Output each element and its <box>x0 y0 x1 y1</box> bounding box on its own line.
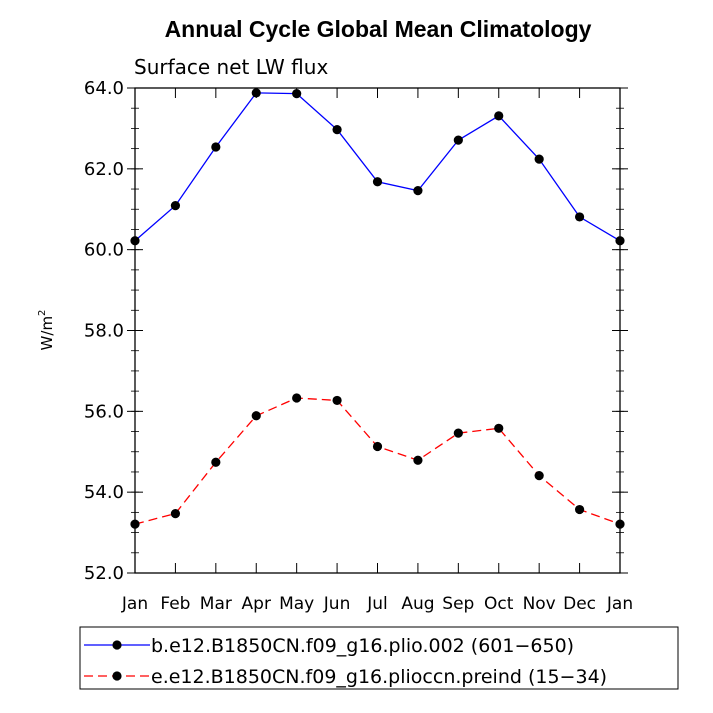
x-tick-label: Dec <box>563 594 596 614</box>
series-1-point <box>453 135 463 145</box>
y-tick-label: 52.0 <box>84 563 124 584</box>
y-axis-label-superscript: 2 <box>37 310 48 316</box>
y-tick-label: 56.0 <box>84 401 124 422</box>
series-1-point <box>170 201 181 211</box>
x-tick-label: Mar <box>200 594 232 614</box>
y-axis-label: W/m2 <box>37 310 56 351</box>
x-tick-label: Jan <box>606 594 633 614</box>
series-layer <box>130 88 625 529</box>
series-2-point <box>574 504 585 515</box>
series-1-point <box>372 177 383 187</box>
series-2-point <box>494 423 504 433</box>
x-tick-label: Oct <box>484 594 514 614</box>
legend-label-1: b.e12.B1850CN.f09_g16.plio.002 (601−650) <box>151 635 574 657</box>
series-2-point <box>170 508 181 519</box>
series-2-point <box>534 470 544 481</box>
x-tick-label: Sep <box>442 594 474 614</box>
y-tick-label: 60.0 <box>84 240 124 261</box>
y-tick-label: 58.0 <box>84 321 124 342</box>
x-tick-label: May <box>279 594 314 614</box>
x-tick-label: Jan <box>121 594 148 614</box>
series-1-point <box>615 236 625 246</box>
x-tick-label: Feb <box>160 594 190 614</box>
series-2-point <box>453 428 463 438</box>
y-tick-label: 64.0 <box>84 78 124 99</box>
series-1-point <box>494 111 504 121</box>
series-2-point <box>251 411 261 421</box>
legend-label-2: e.e12.B1850CN.f09_g16.plioccn.preind (15… <box>151 666 607 688</box>
series-line-2 <box>134 397 621 525</box>
series-1-point <box>130 236 140 246</box>
axis-ticks <box>127 87 628 574</box>
y-tick-label: 54.0 <box>84 482 124 503</box>
x-tick-label: Nov <box>523 594 556 614</box>
series-2-point <box>413 455 423 465</box>
x-tick-label: Jul <box>366 594 388 614</box>
legend-box <box>79 626 679 690</box>
legend: b.e12.B1850CN.f09_g16.plio.002 (601−650)… <box>84 635 607 688</box>
series-1-point <box>574 212 585 222</box>
chart-title: Annual Cycle Global Mean Climatology <box>165 16 592 42</box>
x-tick-labels: Jan Feb Mar Apr May Jun Jul Aug Sep Oct Nov Dec Jan <box>121 594 633 614</box>
plot-frame <box>134 87 621 574</box>
series-1-point <box>211 142 221 152</box>
y-tick-labels: 52.0 54.0 56.0 58.0 60.0 62.0 64.0 <box>84 78 124 584</box>
x-tick-label: Jun <box>323 594 351 614</box>
series-line-1 <box>134 92 621 242</box>
x-tick-label: Aug <box>401 594 434 614</box>
series-1-point <box>292 89 302 99</box>
series-1-point <box>534 154 544 164</box>
legend-marker-1 <box>112 640 122 650</box>
legend-marker-2 <box>112 671 122 681</box>
series-2-point <box>130 519 140 529</box>
series-1-point <box>332 125 342 135</box>
series-2-point <box>211 457 221 467</box>
y-tick-label: 62.0 <box>84 159 124 180</box>
series-1-point <box>251 88 261 98</box>
svg-text:W/m2: W/m2 <box>37 310 56 351</box>
series-1-point <box>413 186 423 196</box>
x-tick-label: Apr <box>242 594 271 614</box>
chart-subtitle: Surface net LW flux <box>134 55 328 79</box>
series-2-point <box>332 395 342 406</box>
series-2-point <box>615 519 625 529</box>
series-2-point <box>372 441 383 452</box>
y-axis-label-text: W/m <box>38 316 56 351</box>
series-2-point <box>292 393 302 403</box>
